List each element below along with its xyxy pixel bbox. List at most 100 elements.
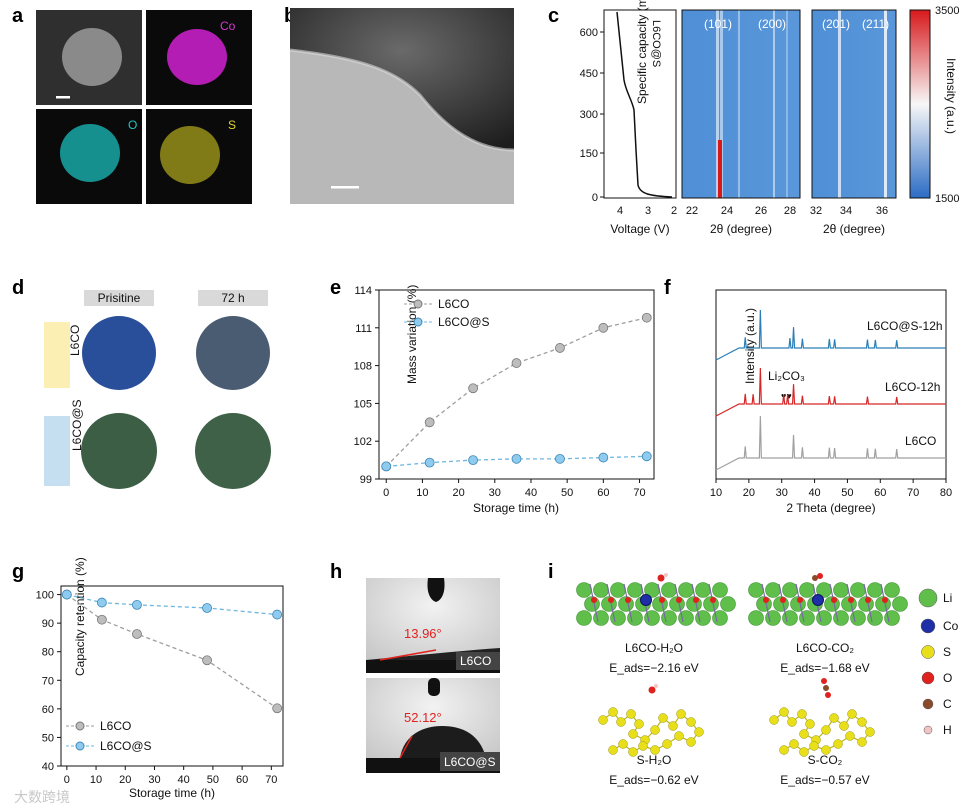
panel-label-a: a bbox=[12, 5, 24, 27]
adsorbed-o bbox=[825, 692, 831, 698]
o-map-label: O bbox=[128, 118, 137, 132]
data-point-L6CO@S bbox=[381, 461, 392, 472]
s-atom bbox=[694, 727, 704, 737]
chart-e-ylabel: Mass variation (%) bbox=[405, 285, 419, 384]
li-atom bbox=[765, 582, 781, 598]
li-atom bbox=[593, 610, 609, 626]
legend-label-Co: Co bbox=[943, 619, 959, 633]
colorbar-min: 1500 bbox=[935, 193, 959, 205]
y-tick-label: 150 bbox=[580, 148, 598, 160]
panel-h-contact-angles: 13.96° L6CO 52.12° L6CO@S bbox=[366, 578, 500, 773]
legend-l6cos-marker bbox=[413, 317, 423, 327]
panel-b-tem bbox=[289, 8, 515, 204]
map1-x-label: 2θ (degree) bbox=[710, 222, 772, 236]
diffraction-streak bbox=[786, 10, 788, 198]
s-atom bbox=[839, 721, 849, 731]
x-tick-label: 30 bbox=[489, 487, 501, 499]
map1-streaks bbox=[716, 10, 788, 198]
s-atom bbox=[626, 709, 636, 719]
photo-l6cos-pristine bbox=[81, 413, 157, 489]
li-atom bbox=[661, 582, 677, 598]
panel-label-g: g bbox=[12, 561, 24, 583]
map1 bbox=[682, 10, 800, 198]
s-atom bbox=[779, 745, 789, 755]
row-label-l6co: L6CO bbox=[68, 325, 82, 356]
legend-label-S: S bbox=[943, 645, 951, 659]
angle-l6co: 13.96° bbox=[404, 626, 442, 641]
chart-g-xlabel: Storage time (h) bbox=[129, 786, 215, 800]
o-atom bbox=[780, 597, 786, 603]
s-atom bbox=[847, 709, 857, 719]
li-atom bbox=[765, 610, 781, 626]
data-point-L6CO bbox=[511, 358, 522, 368]
y-tick-label: 102 bbox=[354, 436, 372, 448]
x-tick-label: 36 bbox=[876, 205, 888, 217]
y-tick-label: 80 bbox=[42, 647, 54, 659]
s-atom bbox=[845, 731, 855, 741]
s-atom bbox=[676, 709, 686, 719]
li2co3-markers: ♥♥ bbox=[781, 391, 792, 401]
s-atom bbox=[797, 709, 807, 719]
structure-s-co2 bbox=[769, 678, 875, 757]
map1-frame bbox=[681, 9, 801, 199]
panel-label-i: i bbox=[548, 561, 554, 583]
s-atom bbox=[829, 713, 839, 723]
map1-peak-200: (200) bbox=[758, 17, 786, 31]
y-tick-label: 100 bbox=[36, 590, 54, 602]
s-atom bbox=[650, 725, 660, 735]
legend-atom-Co bbox=[920, 618, 936, 634]
x-tick-label: 10 bbox=[90, 774, 102, 786]
col-header-pristine-text: Prisitine bbox=[98, 291, 141, 305]
li-atom bbox=[833, 582, 849, 598]
name-s-h2o: S-H₂O bbox=[637, 753, 672, 767]
y-tick-label: 50 bbox=[42, 732, 54, 744]
y-tick-label: 90 bbox=[42, 618, 54, 630]
co-map-label: Co bbox=[220, 19, 236, 33]
data-point-L6CO@S bbox=[424, 457, 435, 468]
colorbar-label: Intensity (a.u.) bbox=[944, 58, 958, 134]
li-atom bbox=[627, 610, 643, 626]
s-atom bbox=[650, 745, 660, 755]
li-atom bbox=[799, 610, 815, 626]
x-tick-label: 26 bbox=[755, 205, 767, 217]
data-point-L6CO bbox=[641, 312, 652, 323]
li-atom bbox=[627, 582, 643, 598]
s-atom bbox=[857, 717, 867, 727]
structure-s-h2o bbox=[598, 684, 704, 757]
x-tick-label: 22 bbox=[686, 205, 698, 217]
s-map-label: S bbox=[228, 118, 236, 132]
legend-atom-H bbox=[923, 725, 933, 735]
x-tick-label: 20 bbox=[452, 487, 464, 499]
li-atom bbox=[884, 582, 900, 598]
data-point-L6CO@S bbox=[61, 589, 72, 600]
s-atom bbox=[857, 737, 867, 747]
o-atom bbox=[591, 597, 597, 603]
panel-label-f: f bbox=[664, 277, 671, 299]
watermark: 大数跨境 bbox=[14, 789, 70, 805]
angle-l6cos: 52.12° bbox=[404, 710, 442, 725]
y-tick-label: 450 bbox=[580, 68, 598, 80]
col-header-pristine bbox=[84, 290, 154, 306]
s-atom bbox=[799, 747, 809, 757]
s-atom bbox=[833, 739, 843, 749]
panel-label-h: h bbox=[330, 561, 342, 583]
map2-x-label: 2θ (degree) bbox=[823, 222, 885, 236]
chart-g-ylabel: Capacity retention (%) bbox=[73, 557, 87, 676]
s-atom bbox=[805, 719, 815, 729]
row-label-l6cos-bg bbox=[44, 416, 70, 486]
chart-g: Storage time (h) Capacity retention (%) … bbox=[36, 557, 284, 800]
chart-f: 2 Theta (degree) Intensity (a.u.) L6CO@S… bbox=[710, 289, 952, 515]
o-atom bbox=[831, 597, 837, 603]
li-atom bbox=[867, 582, 883, 598]
legend-atom-S bbox=[921, 645, 935, 659]
o-atom bbox=[797, 597, 803, 603]
o-atom bbox=[693, 597, 699, 603]
tem-coating bbox=[289, 48, 515, 152]
o-atom bbox=[676, 597, 682, 603]
chart-f-xlabel: 2 Theta (degree) bbox=[786, 501, 875, 515]
data-point-L6CO@S bbox=[555, 453, 565, 464]
adsorbed-o bbox=[821, 678, 827, 684]
s-atom bbox=[787, 717, 797, 727]
y-tick-label: 60 bbox=[42, 704, 54, 716]
